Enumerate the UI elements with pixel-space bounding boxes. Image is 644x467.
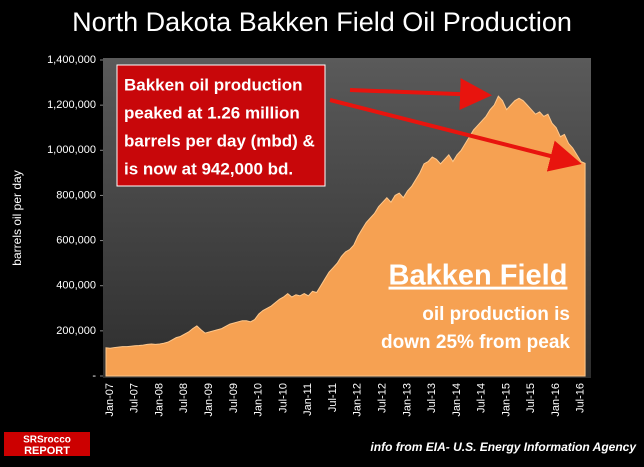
y-tick-label: 400,000: [56, 280, 96, 292]
x-tick-label: Jul-14: [476, 383, 488, 413]
y-tick-label: -: [92, 370, 96, 382]
x-tick-label: Jan-08: [153, 383, 165, 417]
x-tick-label: Jan-16: [550, 383, 562, 417]
annotation-text: Bakken oil production: [124, 75, 303, 94]
y-tick-label: 200,000: [56, 325, 96, 337]
x-tick-label: Jan-14: [451, 383, 463, 417]
x-tick-label: Jan-15: [500, 383, 512, 417]
x-tick-label: Jul-11: [327, 383, 339, 412]
y-tick-label: 1,400,000: [47, 54, 96, 66]
x-tick-label: Jul-16: [575, 383, 587, 413]
chart-title: North Dakota Bakken Field Oil Production: [72, 7, 572, 37]
y-tick-label: 800,000: [56, 189, 96, 201]
x-tick-label: Jan-09: [203, 383, 215, 417]
y-axis-label: barrels oil per day: [10, 170, 24, 265]
area: [105, 95, 586, 377]
x-tick-label: Jan-07: [104, 383, 116, 417]
x-tick-label: Jul-12: [376, 383, 388, 413]
arrow: [349, 78, 492, 111]
source: info from EIA- U.S. Energy Information A…: [370, 440, 637, 454]
x-tick-label: Jul-07: [129, 383, 141, 413]
annotation-heading: Bakken Field: [389, 260, 568, 292]
x-tick-label: Jan-12: [352, 383, 364, 417]
x-tick-label: Jul-13: [426, 383, 438, 413]
x-tick-label: Jan-10: [253, 383, 265, 417]
logo-text: REPORT: [24, 445, 70, 457]
y-tick-label: 600,000: [56, 234, 96, 246]
x-tick-label: Jul-10: [277, 383, 289, 413]
annotation-text: oil production is: [422, 304, 570, 325]
annotation-text: barrels per day (mbd) &: [124, 131, 315, 150]
logo-bg: [4, 432, 90, 456]
y-tick-label: 1,200,000: [47, 99, 96, 111]
logo: SRSrocco REPORT: [4, 432, 90, 457]
annotation-text: is now at 942,000 bd.: [124, 159, 293, 178]
annotation-box: [116, 64, 326, 187]
arrow: [329, 98, 582, 172]
annotation-text: down 25% from peak: [381, 332, 570, 353]
logo-text: SRSrocco: [23, 435, 71, 446]
y-tick-label: 1,000,000: [47, 144, 96, 156]
annotation-text: peaked at 1.26 million: [124, 103, 300, 122]
x-tick-label: Jul-09: [228, 383, 240, 413]
x-tick-label: Jan-13: [401, 383, 413, 417]
x-tick-label: Jan-11: [302, 383, 314, 416]
x-tick-label: Jul-08: [178, 383, 190, 413]
x-tick-label: Jul-15: [525, 383, 537, 413]
